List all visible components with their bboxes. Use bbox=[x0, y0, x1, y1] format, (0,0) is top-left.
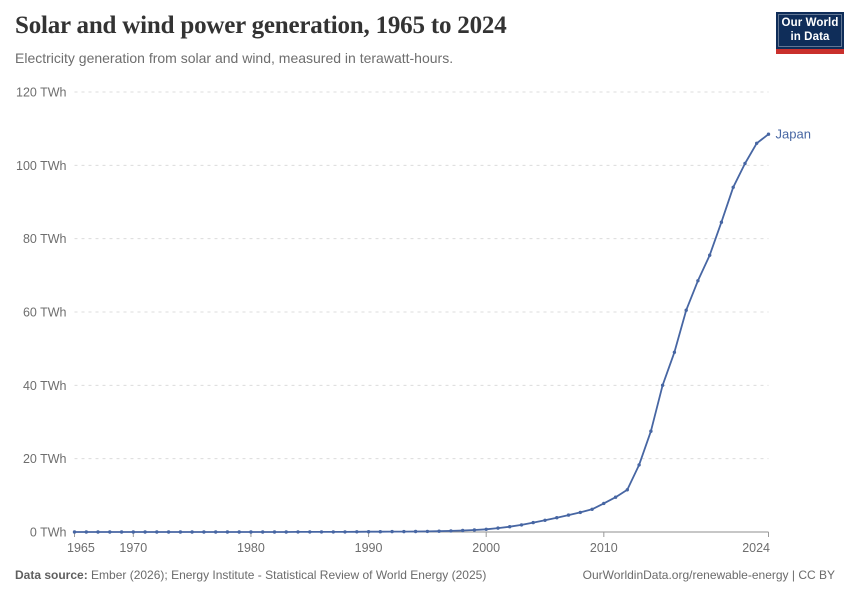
series-point[interactable] bbox=[672, 350, 677, 354]
series-point[interactable] bbox=[390, 529, 394, 534]
series-point[interactable] bbox=[637, 463, 641, 467]
series-point[interactable] bbox=[613, 495, 618, 499]
data-source-label: Data source: bbox=[15, 568, 88, 582]
series-label-japan[interactable]: Japan bbox=[776, 127, 811, 142]
series-point[interactable] bbox=[366, 530, 371, 534]
data-source-text: Ember (2026); Energy Institute - Statist… bbox=[87, 568, 487, 582]
series-point[interactable] bbox=[413, 529, 418, 534]
series-point[interactable] bbox=[261, 530, 265, 534]
series-point[interactable] bbox=[660, 383, 665, 387]
series-point[interactable] bbox=[519, 523, 524, 527]
series-point[interactable] bbox=[696, 279, 700, 283]
series-point[interactable] bbox=[708, 253, 712, 257]
series-point[interactable] bbox=[649, 429, 653, 433]
series-point[interactable] bbox=[331, 530, 335, 534]
series-point[interactable] bbox=[625, 488, 629, 492]
series-point[interactable] bbox=[343, 530, 347, 534]
series-point[interactable] bbox=[190, 530, 194, 534]
series-line-japan[interactable] bbox=[73, 133, 770, 533]
x-tick-label: 1990 bbox=[355, 541, 383, 555]
x-axis: 1965 1970 1980 1990 2000 2010 2024 bbox=[67, 531, 770, 555]
series-point[interactable] bbox=[119, 530, 124, 534]
y-gridlines: 0 TWh 20 TWh 40 TWh 60 TWh 80 TWh 100 TWh 120 … bbox=[16, 86, 769, 540]
series-point[interactable] bbox=[472, 528, 477, 532]
x-tick-label: 1970 bbox=[119, 541, 147, 555]
y-tick-label: 20 TWh bbox=[23, 452, 67, 466]
series-markers-japan[interactable] bbox=[72, 132, 771, 534]
series-point[interactable] bbox=[543, 518, 547, 522]
series-point[interactable] bbox=[143, 530, 147, 534]
series-point[interactable] bbox=[202, 530, 206, 534]
series-point[interactable] bbox=[131, 530, 135, 534]
y-tick-label: 0 TWh bbox=[30, 526, 67, 540]
owid-logo-line1: Our World bbox=[781, 17, 839, 29]
series-point[interactable] bbox=[402, 529, 406, 534]
series-point[interactable] bbox=[296, 530, 300, 534]
series-point[interactable] bbox=[684, 308, 688, 312]
series-point[interactable] bbox=[84, 530, 89, 534]
y-tick-label: 40 TWh bbox=[23, 379, 67, 393]
series-point[interactable] bbox=[178, 530, 183, 534]
x-tick-label: 1980 bbox=[237, 541, 265, 555]
x-tick-label: 2024 bbox=[742, 541, 770, 555]
series-point[interactable] bbox=[108, 530, 112, 534]
x-tick-label: 1965 bbox=[67, 541, 95, 555]
series-point[interactable] bbox=[378, 530, 382, 534]
series-point[interactable] bbox=[766, 132, 771, 136]
series-point[interactable] bbox=[555, 516, 559, 520]
series-point[interactable] bbox=[578, 510, 582, 515]
x-tick-label: 2010 bbox=[590, 541, 618, 555]
series-point[interactable] bbox=[755, 141, 759, 145]
series-point[interactable] bbox=[461, 528, 465, 533]
series-point[interactable] bbox=[237, 530, 241, 534]
y-tick-label: 100 TWh bbox=[16, 159, 67, 173]
series-point[interactable] bbox=[602, 501, 606, 506]
series-point[interactable] bbox=[284, 530, 288, 534]
y-tick-label: 80 TWh bbox=[23, 232, 67, 246]
y-tick-label: 120 TWh bbox=[16, 86, 67, 100]
series-point[interactable] bbox=[308, 530, 312, 534]
series-point[interactable] bbox=[249, 530, 253, 534]
series-point[interactable] bbox=[425, 529, 430, 534]
owid-logo[interactable]: Our World in Data bbox=[776, 12, 844, 54]
series-point[interactable] bbox=[319, 530, 324, 534]
series-point[interactable] bbox=[484, 527, 488, 531]
data-source: Data source: Ember (2026); Energy Instit… bbox=[15, 568, 486, 582]
series-point[interactable] bbox=[155, 530, 159, 534]
series-point[interactable] bbox=[437, 529, 441, 533]
footer-link[interactable]: OurWorldinData.org/renewable-energy | CC… bbox=[582, 568, 835, 582]
series-point[interactable] bbox=[72, 530, 77, 534]
series-point[interactable] bbox=[731, 185, 735, 189]
series-point[interactable] bbox=[719, 220, 724, 224]
series-point[interactable] bbox=[743, 161, 747, 166]
series-point[interactable] bbox=[272, 530, 277, 534]
series-point[interactable] bbox=[225, 530, 230, 534]
chart-subtitle: Electricity generation from solar and wi… bbox=[15, 50, 454, 66]
series-point[interactable] bbox=[166, 530, 171, 534]
y-tick-label: 60 TWh bbox=[23, 306, 67, 320]
owid-logo-box: Our World in Data bbox=[776, 12, 844, 49]
series-point[interactable] bbox=[590, 507, 594, 511]
page-title: Solar and wind power generation, 1965 to… bbox=[15, 12, 507, 39]
series-point[interactable] bbox=[508, 525, 512, 529]
series-point[interactable] bbox=[214, 530, 218, 534]
x-tick-label: 2000 bbox=[472, 541, 500, 555]
series-point[interactable] bbox=[496, 526, 500, 530]
owid-logo-redbar bbox=[776, 49, 844, 54]
chart-footer: Data source: Ember (2026); Energy Instit… bbox=[15, 568, 835, 582]
series-point[interactable] bbox=[531, 520, 535, 525]
owid-logo-line2: in Data bbox=[790, 30, 830, 43]
series-point[interactable] bbox=[449, 529, 453, 533]
series-point[interactable] bbox=[355, 530, 359, 534]
series-point[interactable] bbox=[566, 513, 571, 517]
series-point[interactable] bbox=[96, 530, 100, 534]
